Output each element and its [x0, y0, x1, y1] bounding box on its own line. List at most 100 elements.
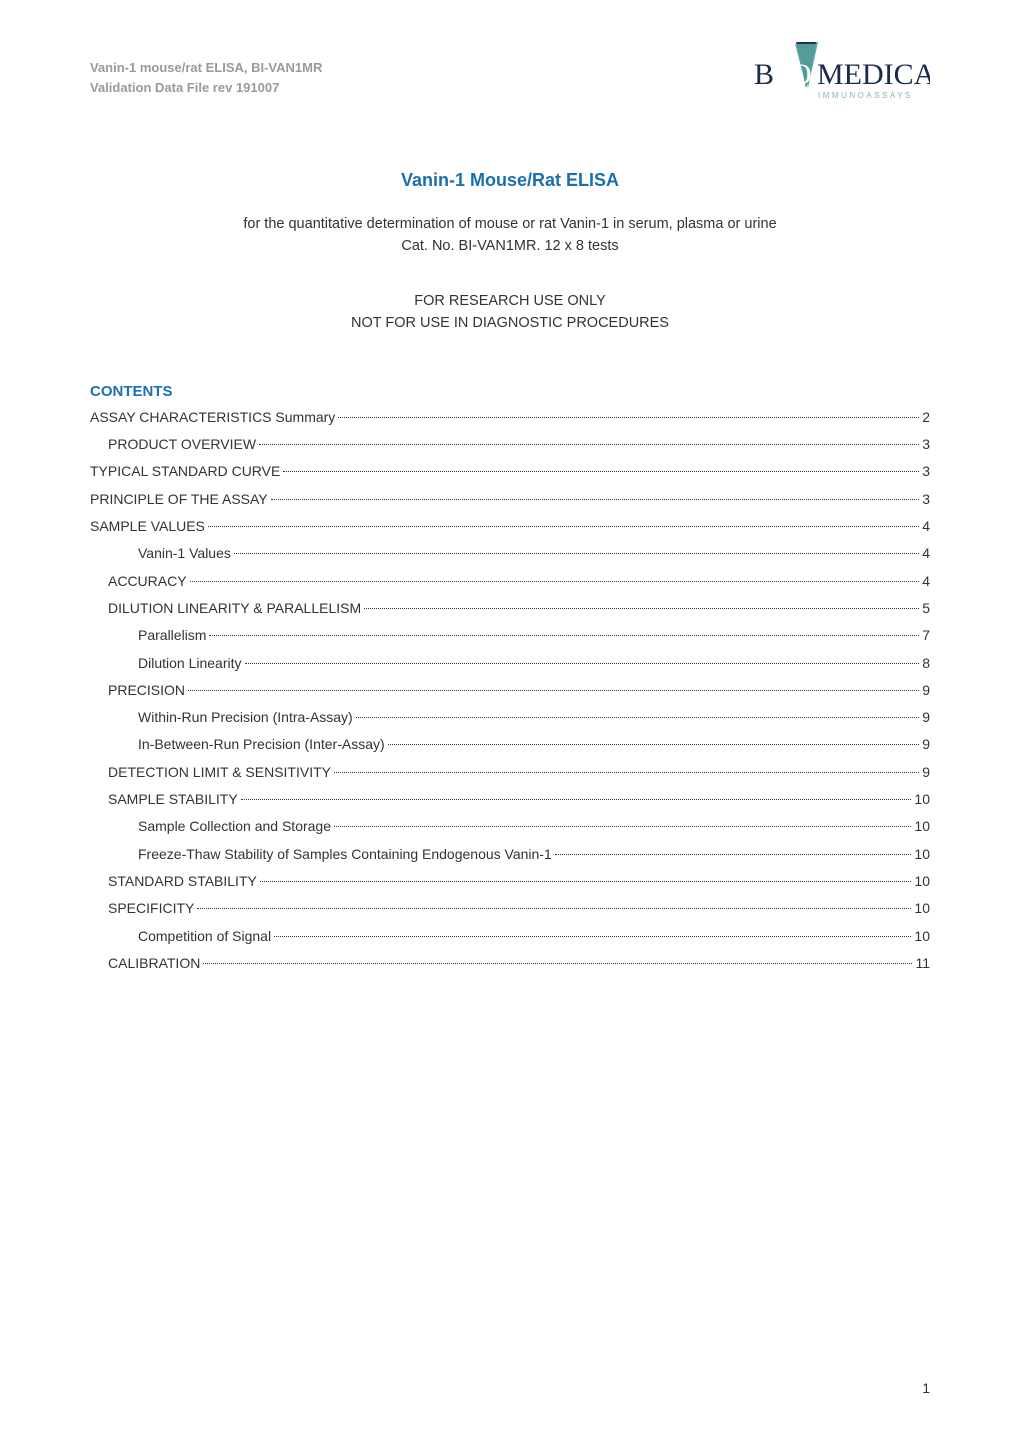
contents-heading: CONTENTS	[90, 383, 930, 400]
toc-entry[interactable]: Sample Collection and Storage 10	[90, 813, 930, 840]
toc-entry-label: DETECTION LIMIT & SENSITIVITY	[108, 759, 331, 786]
toc-leader-dots	[555, 854, 912, 855]
svg-text:I: I	[778, 58, 788, 91]
toc-entry-page: 10	[914, 813, 930, 840]
toc-entry[interactable]: Vanin-1 Values 4	[90, 540, 930, 567]
toc-entry-label: ASSAY CHARACTERISTICS Summary	[90, 404, 335, 431]
toc-entry-page: 4	[922, 513, 930, 540]
toc-entry-page: 5	[922, 595, 930, 622]
toc-entry-label: ACCURACY	[108, 568, 187, 595]
toc-entry-label: CALIBRATION	[108, 950, 200, 977]
subtitle-line-2: Cat. No. BI-VAN1MR. 12 x 8 tests	[401, 238, 618, 254]
header-line-2: Validation Data File rev 191007	[90, 78, 322, 98]
toc-leader-dots	[388, 744, 920, 745]
svg-text:O: O	[790, 58, 812, 91]
toc-leader-dots	[208, 526, 919, 527]
toc-leader-dots	[259, 444, 919, 445]
page-number: 1	[922, 1380, 930, 1396]
toc-leader-dots	[234, 553, 919, 554]
toc-entry[interactable]: SAMPLE STABILITY 10	[90, 786, 930, 813]
toc-entry-label: PRECISION	[108, 677, 185, 704]
toc-entry-page: 9	[922, 759, 930, 786]
toc-leader-dots	[241, 799, 912, 800]
toc-entry-page: 4	[922, 540, 930, 567]
toc-entry-page: 3	[922, 458, 930, 485]
document-subtitle: for the quantitative determination of mo…	[90, 213, 930, 258]
toc-entry-label: DILUTION LINEARITY & PARALLELISM	[108, 595, 361, 622]
toc-entry-label: Competition of Signal	[138, 923, 271, 950]
toc-entry-page: 3	[922, 486, 930, 513]
toc-leader-dots	[283, 471, 919, 472]
toc-leader-dots	[245, 663, 920, 664]
header-line-1: Vanin-1 mouse/rat ELISA, BI-VAN1MR	[90, 58, 322, 78]
toc-entry[interactable]: CALIBRATION 11	[90, 950, 930, 977]
toc-entry-page: 10	[914, 841, 930, 868]
toc-leader-dots	[364, 608, 919, 609]
toc-entry-page: 10	[914, 923, 930, 950]
toc-entry-page: 9	[922, 731, 930, 758]
toc-entry-label: Sample Collection and Storage	[138, 813, 331, 840]
toc-entry[interactable]: ASSAY CHARACTERISTICS Summary 2	[90, 404, 930, 431]
toc-entry[interactable]: SPECIFICITY 10	[90, 895, 930, 922]
toc-entry-label: SPECIFICITY	[108, 895, 194, 922]
toc-leader-dots	[203, 963, 912, 964]
toc-entry-label: TYPICAL STANDARD CURVE	[90, 458, 280, 485]
toc-entry-label: PRODUCT OVERVIEW	[108, 431, 256, 458]
toc-entry-page: 3	[922, 431, 930, 458]
toc-entry-label: Dilution Linearity	[138, 650, 242, 677]
svg-text:B: B	[754, 58, 774, 91]
document-page: Vanin-1 mouse/rat ELISA, BI-VAN1MR Valid…	[0, 0, 1020, 1442]
toc-entry[interactable]: SAMPLE VALUES 4	[90, 513, 930, 540]
toc-entry[interactable]: Dilution Linearity 8	[90, 650, 930, 677]
toc-entry-page: 9	[922, 704, 930, 731]
toc-leader-dots	[356, 717, 919, 718]
toc-entry[interactable]: Freeze-Thaw Stability of Samples Contain…	[90, 841, 930, 868]
table-of-contents: ASSAY CHARACTERISTICS Summary 2PRODUCT O…	[90, 404, 930, 977]
toc-entry-page: 7	[922, 622, 930, 649]
toc-entry[interactable]: Within-Run Precision (Intra-Assay) 9	[90, 704, 930, 731]
document-title: Vanin-1 Mouse/Rat ELISA	[90, 170, 930, 191]
toc-entry[interactable]: ACCURACY 4	[90, 568, 930, 595]
toc-entry[interactable]: DILUTION LINEARITY & PARALLELISM 5	[90, 595, 930, 622]
toc-entry[interactable]: PRECISION 9	[90, 677, 930, 704]
research-line-1: FOR RESEARCH USE ONLY	[414, 293, 606, 309]
toc-leader-dots	[188, 690, 919, 691]
toc-entry-label: In-Between-Run Precision (Inter-Assay)	[138, 731, 385, 758]
toc-entry[interactable]: PRINCIPLE OF THE ASSAY 3	[90, 486, 930, 513]
toc-leader-dots	[260, 881, 912, 882]
toc-entry[interactable]: Competition of Signal 10	[90, 923, 930, 950]
toc-entry-page: 2	[922, 404, 930, 431]
toc-entry[interactable]: In-Between-Run Precision (Inter-Assay) 9	[90, 731, 930, 758]
toc-entry-page: 10	[914, 868, 930, 895]
toc-entry-page: 4	[922, 568, 930, 595]
toc-leader-dots	[190, 581, 920, 582]
toc-entry-label: PRINCIPLE OF THE ASSAY	[90, 486, 268, 513]
toc-leader-dots	[334, 826, 911, 827]
toc-entry-label: SAMPLE STABILITY	[108, 786, 238, 813]
toc-entry[interactable]: PRODUCT OVERVIEW 3	[90, 431, 930, 458]
toc-entry[interactable]: Parallelism 7	[90, 622, 930, 649]
toc-entry-label: STANDARD STABILITY	[108, 868, 257, 895]
toc-entry-page: 8	[922, 650, 930, 677]
toc-entry-page: 9	[922, 677, 930, 704]
toc-entry-page: 11	[915, 950, 930, 977]
svg-text:MEDICA: MEDICA	[817, 58, 930, 91]
biomedica-logo: B I O MEDICA IMMUNOASSAYS	[740, 40, 930, 115]
toc-entry-page: 10	[914, 786, 930, 813]
running-header: Vanin-1 mouse/rat ELISA, BI-VAN1MR Valid…	[90, 58, 322, 97]
research-line-2: NOT FOR USE IN DIAGNOSTIC PROCEDURES	[351, 315, 669, 331]
toc-entry-label: Within-Run Precision (Intra-Assay)	[138, 704, 353, 731]
toc-leader-dots	[209, 635, 919, 636]
subtitle-line-1: for the quantitative determination of mo…	[243, 216, 776, 232]
toc-leader-dots	[197, 908, 911, 909]
title-block: Vanin-1 Mouse/Rat ELISA for the quantita…	[90, 170, 930, 258]
toc-entry[interactable]: STANDARD STABILITY 10	[90, 868, 930, 895]
toc-entry[interactable]: DETECTION LIMIT & SENSITIVITY 9	[90, 759, 930, 786]
toc-leader-dots	[338, 417, 919, 418]
toc-leader-dots	[271, 499, 920, 500]
toc-entry-page: 10	[914, 895, 930, 922]
research-use-block: FOR RESEARCH USE ONLY NOT FOR USE IN DIA…	[90, 290, 930, 335]
toc-leader-dots	[274, 936, 911, 937]
toc-entry-label: SAMPLE VALUES	[90, 513, 205, 540]
toc-entry[interactable]: TYPICAL STANDARD CURVE 3	[90, 458, 930, 485]
